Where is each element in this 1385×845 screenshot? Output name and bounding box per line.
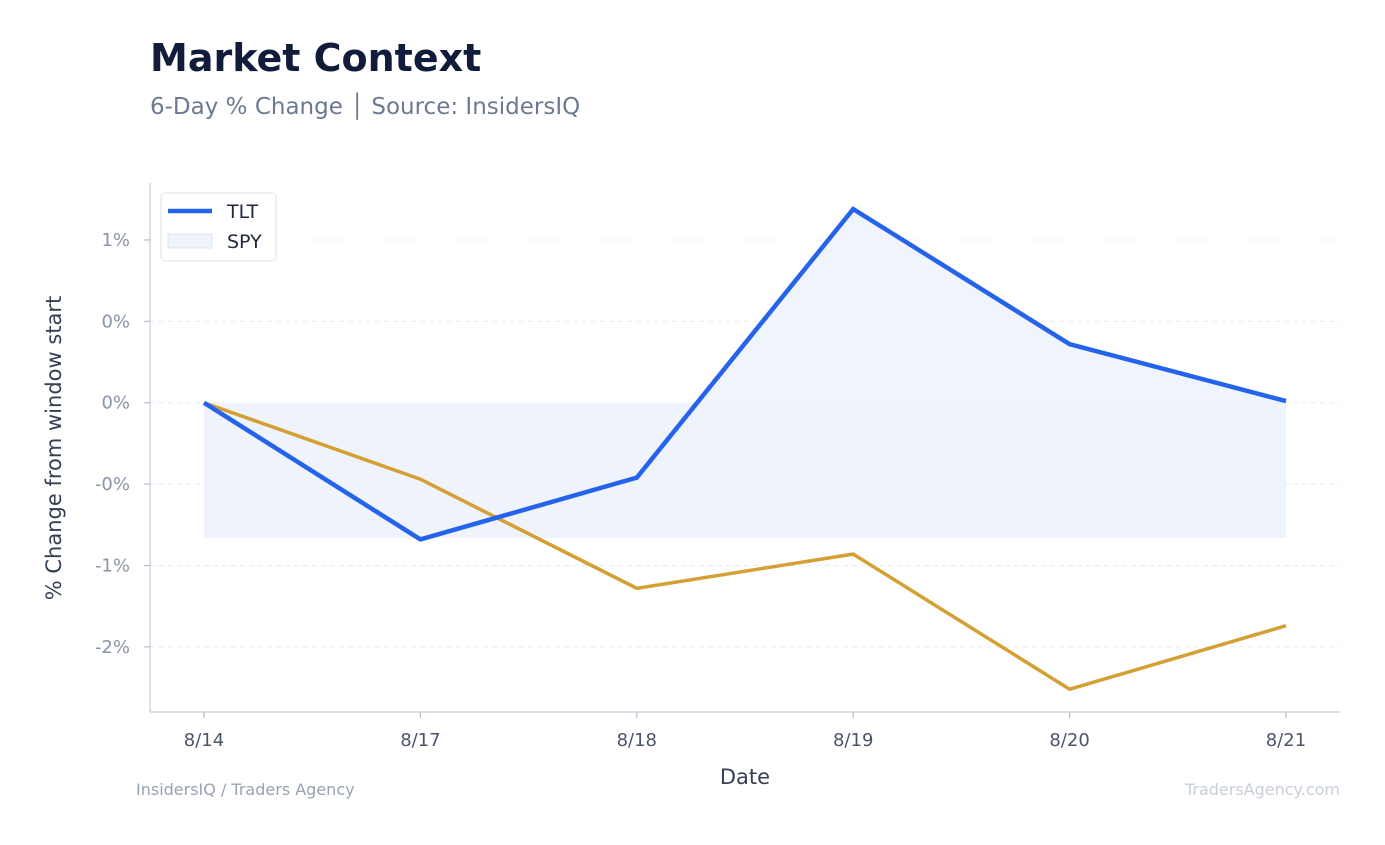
legend-tlt-label: TLT xyxy=(226,201,259,223)
legend: TLT SPY xyxy=(160,192,277,262)
x-tick-label: 8/21 xyxy=(1266,730,1306,751)
y-tick-label: 0% xyxy=(101,311,130,332)
x-tick-label: 8/18 xyxy=(617,730,657,751)
x-tick-label: 8/19 xyxy=(833,730,873,751)
x-tick-label: 8/20 xyxy=(1049,730,1089,751)
tlt-area-fill xyxy=(204,209,1286,540)
series-layer xyxy=(202,206,1287,692)
x-axis-label: Date xyxy=(720,765,770,789)
series-line-spy xyxy=(203,401,1287,692)
y-tick-label: 0% xyxy=(101,393,130,414)
footer-site: TradersAgency.com xyxy=(1184,780,1340,799)
legend-spy-label: SPY xyxy=(227,231,262,253)
y-axis-label: % Change from window start xyxy=(42,296,66,601)
chart-title: Market Context xyxy=(150,36,482,80)
y-tick-label: 1% xyxy=(101,230,130,251)
axes xyxy=(149,183,1340,713)
series-line-tlt xyxy=(202,206,1287,542)
y-ticks: 1% 0% 0% -0% -1% -2% xyxy=(95,230,150,658)
y-tick-label: -0% xyxy=(95,474,130,495)
legend-spy-swatch xyxy=(167,233,213,249)
x-ticks: 8/14 8/17 8/18 8/19 8/20 8/21 xyxy=(184,712,1306,751)
chart-subtitle: 6-Day % Change │ Source: InsidersIQ xyxy=(150,94,581,120)
x-tick-label: 8/14 xyxy=(184,730,224,751)
footer-credit: InsidersIQ / Traders Agency xyxy=(136,780,355,799)
y-tick-label: -2% xyxy=(95,637,130,658)
x-tick-label: 8/17 xyxy=(400,730,440,751)
y-tick-label: -1% xyxy=(95,556,130,577)
